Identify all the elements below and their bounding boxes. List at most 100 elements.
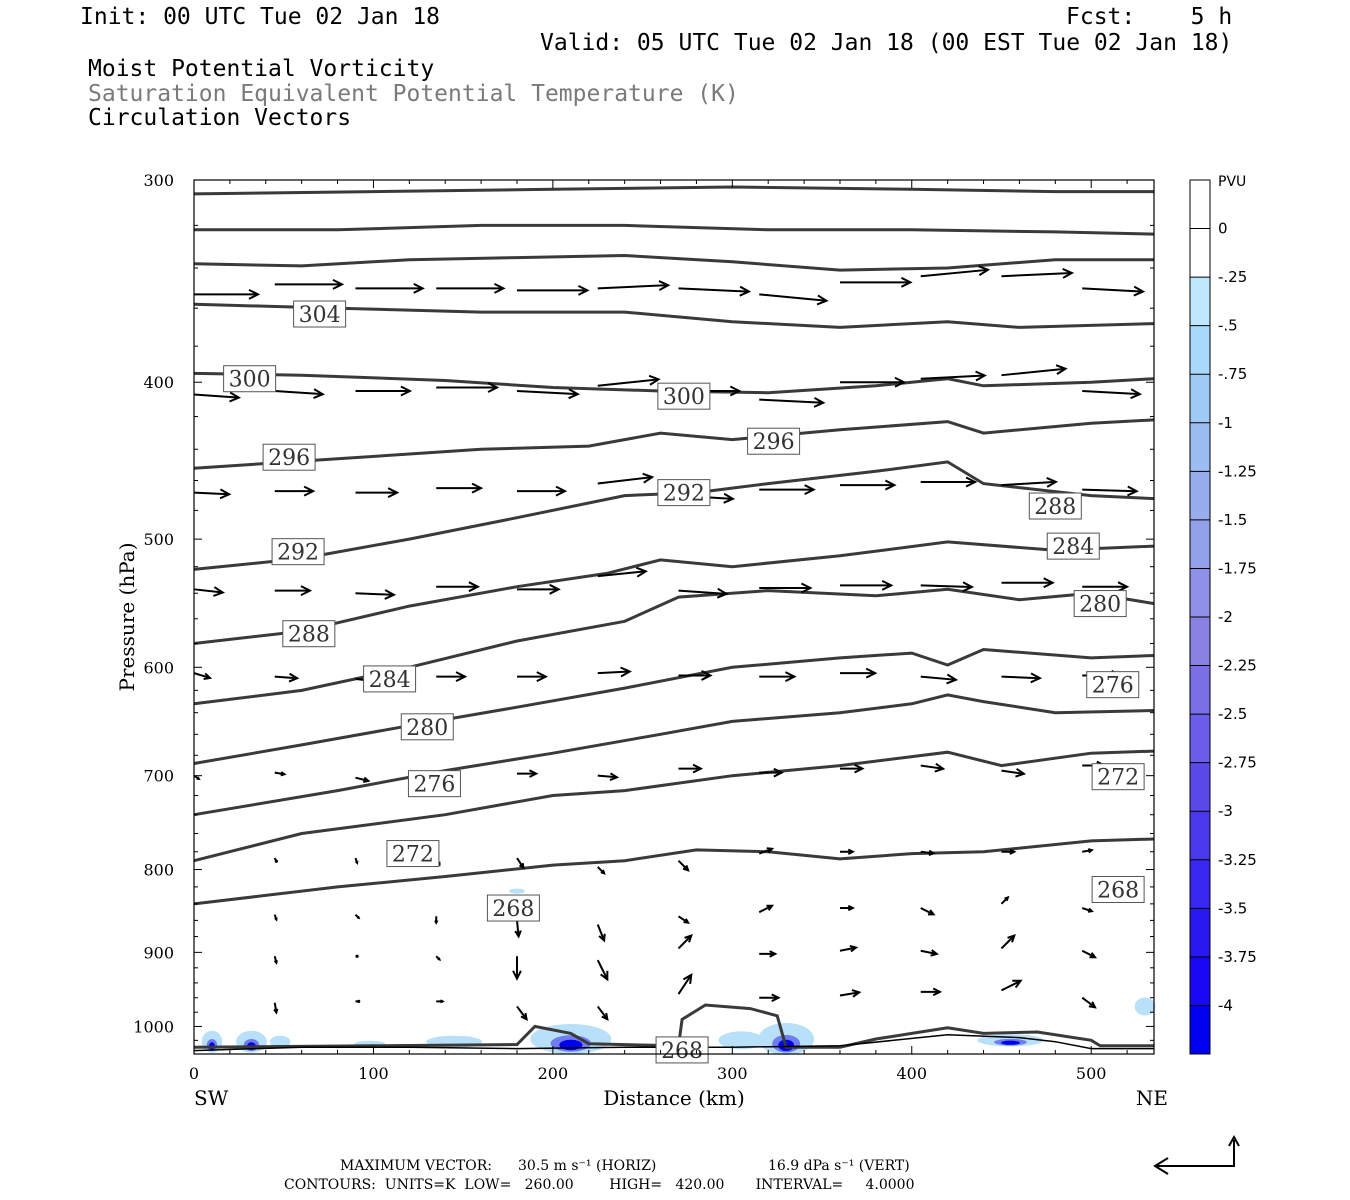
vector-arrowhead (927, 909, 936, 916)
vector-arrowhead (219, 488, 232, 500)
theta-contour-288 (193, 540, 1155, 645)
theta-contour-308 (194, 223, 1155, 236)
circulation-vector (1001, 769, 1025, 775)
colorbar-segment (1190, 859, 1210, 909)
vector-arrowhead (354, 860, 359, 865)
vector-arrowhead (975, 370, 987, 382)
contour-label: 280 (1079, 593, 1121, 618)
circulation-vector (1082, 287, 1144, 293)
vector-arrowhead (280, 771, 287, 777)
vector-arrowhead (682, 972, 693, 984)
circulation-vector (677, 860, 689, 872)
vector-arrowhead (468, 581, 481, 593)
contour-label-box (1091, 875, 1145, 903)
vector-arrowhead (934, 762, 946, 773)
vector-arrowhead (601, 1012, 609, 1022)
forecast-hour: Fcst: 5 h (1066, 4, 1233, 30)
vector-arrowhead (847, 848, 856, 855)
contour-label: 276 (413, 773, 455, 798)
vector-arrowhead (1015, 767, 1027, 778)
max-vector-horiz: 30.5 m s⁻¹ (HORIZ) (518, 1158, 657, 1174)
theta-contour-300 (193, 371, 1155, 395)
vector-arrowhead (800, 582, 813, 594)
circulation-vector (516, 1005, 528, 1020)
circulation-vector (920, 907, 934, 916)
colorbar-segment (1190, 714, 1210, 763)
vector-arrowhead (865, 667, 878, 679)
vector-arrowhead (274, 917, 278, 922)
contour-label: 288 (288, 623, 330, 648)
vector-arrowhead (609, 772, 620, 782)
vector-arrowhead (723, 492, 736, 504)
circulation-vector (597, 476, 653, 485)
vector-arrowhead (387, 487, 400, 499)
pv-shading-light (1134, 997, 1156, 1016)
sw-end-label: SW (194, 1086, 229, 1110)
colorbar-label: -3.5 (1218, 899, 1247, 917)
x-tick-label: 400 (896, 1064, 927, 1083)
theta-contour-312 (193, 185, 1154, 196)
vector-arrowhead (536, 671, 549, 683)
vector-arrowhead (1004, 895, 1010, 902)
pv-shading-dark (1001, 1040, 1020, 1045)
circulation-vector (1082, 488, 1137, 493)
vector-arrowhead (434, 920, 439, 925)
colorbar-label: -2.5 (1218, 705, 1247, 723)
circulation-vector (677, 934, 692, 950)
vector-arrowhead (692, 763, 704, 774)
plot-frame (193, 179, 1155, 1055)
colorbar-label: -2.75 (1218, 754, 1257, 772)
vector-arrowhead (384, 589, 397, 600)
circulation-vector (1081, 949, 1096, 959)
terrain-line (193, 1034, 1154, 1052)
colorbar-segment (1190, 908, 1210, 957)
circulation-vector (515, 920, 520, 937)
circulation-vector (597, 378, 659, 387)
colorbar-segment (1190, 811, 1210, 860)
circulation-vector (839, 946, 857, 952)
vector-arrowhead (1055, 364, 1068, 376)
contour-label-box (400, 713, 454, 741)
vector-arrowhead (965, 476, 978, 488)
vector-arrowhead (1117, 581, 1130, 593)
colorbar-segment (1190, 180, 1210, 229)
vector-arrowhead (701, 670, 713, 681)
vector-arrowhead (1007, 934, 1016, 943)
contour-label: 272 (1097, 766, 1139, 791)
vector-arrowhead (1133, 285, 1146, 297)
circulation-vector (1001, 367, 1066, 377)
colorbar-label: -.75 (1218, 365, 1247, 383)
circulation-vector (920, 764, 944, 770)
vector-arrowhead (847, 904, 856, 912)
colorbar-segment (1190, 325, 1210, 375)
vector-arrowhead (600, 869, 606, 875)
colorbar-label: -.5 (1218, 317, 1238, 335)
vector-arrowhead (273, 959, 278, 965)
colorbar-segment (1190, 617, 1210, 666)
vector-arrowhead (766, 847, 775, 854)
contour-label: 272 (392, 843, 434, 868)
vector-arrowhead (1130, 388, 1143, 400)
vector-arrowhead (729, 385, 742, 397)
vector-arrowhead (471, 482, 484, 494)
vector-arrowhead (784, 671, 797, 683)
colorbar-label: -2 (1218, 608, 1233, 626)
valid-time: Valid: 05 UTC Tue 02 Jan 18 (00 EST Tue … (540, 30, 1233, 56)
colorbar-label: -1.5 (1218, 511, 1247, 529)
circulation-vector (597, 670, 630, 675)
vector-arrowhead (658, 280, 671, 291)
vector-arrowhead (642, 472, 655, 484)
pv-shading-light (269, 1035, 291, 1048)
vector-arrowhead (439, 999, 445, 1004)
vector-arrowhead (881, 579, 894, 591)
vector-arrowhead (288, 672, 300, 683)
contour-label-box (363, 665, 417, 693)
vector-arrowhead (1046, 476, 1059, 488)
circulation-vector (516, 389, 578, 396)
contour-label-box (486, 894, 540, 922)
vector-arrowhead (851, 989, 862, 998)
circulation-vector (759, 293, 827, 302)
contour-label-box (747, 427, 801, 455)
circulation-vector (920, 268, 989, 278)
colorbar-label: 0 (1218, 220, 1228, 238)
